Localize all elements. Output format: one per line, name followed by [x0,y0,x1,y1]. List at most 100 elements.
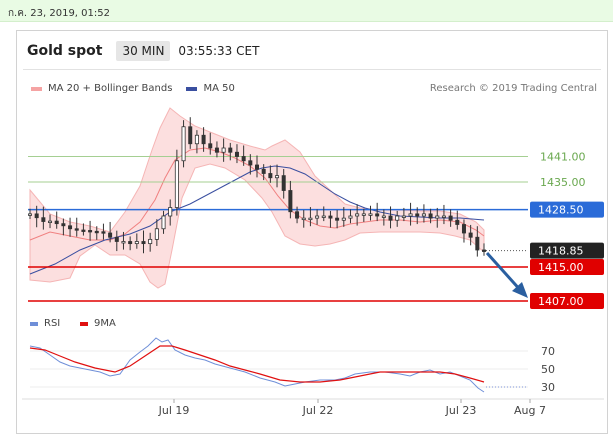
ma50-line [29,165,485,275]
chart-time: 03:55:33 CET [178,44,260,58]
candle-body [68,225,73,230]
candle-body [128,241,133,245]
candle-body [134,241,139,245]
candle-body [208,143,213,149]
level-tag-1407.00 [530,293,604,309]
candle-body [421,213,426,217]
candle-body [248,160,253,166]
forecast-arrow-head [512,282,528,298]
ma9-legend-label: 9MA [94,318,116,329]
candle-body [341,217,346,221]
candle-body [141,241,146,245]
timestamp-bar: ก.ค. 23, 2019, 01:52 [0,0,613,22]
candle-body [88,230,93,233]
candle-body [461,224,466,234]
level-tag-1415.00 [530,259,604,275]
candle-body [441,215,446,218]
level-label-1441.00: 1441.00 [540,151,586,164]
candle-body [428,213,433,219]
chart-header: Gold spot 30 MIN 03:55:33 CET [27,39,259,63]
ma50-swatch [186,86,198,91]
candle-body [54,220,59,225]
level-tag-1428.50 [530,201,604,218]
candle-body [114,236,119,242]
bollinger-band [29,107,485,289]
candle-body [181,126,186,162]
rsi-tick-70: 70 [541,345,555,358]
candle-body [154,228,159,240]
level-label-1435.00: 1435.00 [540,176,586,189]
candle-body [348,215,353,219]
chart-legend: MA 20 + Bollinger Bands MA 50 [31,83,249,94]
candle-body [388,215,393,221]
candle-body [275,175,280,179]
candle-body [48,220,53,224]
candle-body [361,213,366,216]
candle-body [268,173,273,179]
candle-body [395,215,400,221]
candle-body [381,215,386,218]
candle-body [455,219,460,225]
candle-body [27,213,32,216]
research-credit: Research © 2019 Trading Central [429,83,597,94]
candle-body [101,231,106,234]
candle-body [321,215,326,218]
rsi-tick-50: 50 [541,363,555,376]
candle-body [315,215,320,219]
candle-body [261,168,266,174]
rsi-ma9-line [29,345,485,383]
candle-body [61,223,66,227]
candle-body [221,147,226,153]
candle-body [468,232,473,238]
candle-body [295,211,300,219]
candle-body [74,228,79,231]
candle-body [108,232,113,238]
x-label-jul-22: Jul 22 [302,404,334,417]
timeframe-badge[interactable]: 30 MIN [116,41,171,61]
level-label-1415.00: 1415.00 [538,261,584,274]
candle-body [188,126,193,145]
candle-body [201,134,206,145]
header-divider [23,69,601,70]
legend-label-ma50: MA 50 [203,83,235,94]
candle-body [94,230,99,234]
candle-body [214,147,219,153]
candle-body [34,213,39,219]
candle-body [281,175,286,191]
level-label-1407.00: 1407.00 [538,295,584,308]
candle-body [475,236,480,251]
legend-item-ma50: MA 50 [186,83,235,94]
x-label-jul-19: Jul 19 [158,404,190,417]
candle-body [481,249,486,252]
candle-body [368,213,373,216]
candle-body [254,164,259,170]
level-label-1428.50: 1428.50 [538,204,584,217]
candle-body [301,217,306,221]
candle-body [355,213,360,217]
candle-body [375,213,380,217]
candle-body [401,215,406,218]
x-label-jul-23: Jul 23 [445,404,477,417]
candle-body [81,229,86,232]
candle-body [194,134,199,145]
candle-body [241,156,246,162]
instrument-title: Gold spot [27,43,103,59]
forecast-arrow-shaft [485,251,524,294]
current-price-tag [530,242,604,259]
current-price-label: 1418.85 [538,245,584,258]
candle-body [408,213,413,217]
rsi-swatch [30,322,38,326]
candle-body [148,238,153,245]
timestamp-text: ก.ค. 23, 2019, 01:52 [8,8,110,19]
candle-body [41,217,46,222]
candle-body [435,215,440,219]
legend-item-ma20: MA 20 + Bollinger Bands [31,83,172,94]
rsi-line [29,337,485,393]
candle-body [328,215,333,219]
candle-body [121,241,126,244]
candle-body [415,213,420,217]
ma20-swatch [31,86,42,91]
rsi-tick-30: 30 [541,381,555,394]
candle-body [288,190,293,213]
